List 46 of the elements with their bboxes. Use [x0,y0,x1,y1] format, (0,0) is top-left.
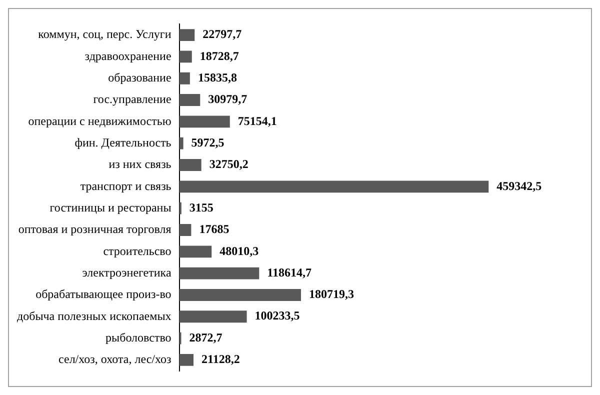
y-tick-label: коммун, соц, перс. Услуги [38,27,172,42]
bar [179,289,301,301]
data-label: 5972,5 [191,135,224,150]
data-label: 17685 [199,222,230,236]
data-label: 75154,1 [238,114,277,128]
bar [179,354,194,366]
y-tick-label: операции с недвижимостью [28,114,172,128]
y-tick-label: сел/хоз, охота, лес/хоз [58,352,172,366]
bar [179,180,489,193]
bar [179,310,247,323]
data-label: 180719,3 [308,287,354,302]
y-tick-label: образование [108,70,172,85]
y-tick-label: здравоохранение [84,48,172,63]
y-tick-label: строительсво [103,244,172,258]
bar [179,50,192,63]
bar [179,29,195,41]
y-tick-label: электроэнегетика [82,265,172,280]
bar [179,159,202,171]
bar [179,267,260,280]
y-tick-label: из них связь [108,157,172,172]
data-label: 15835,8 [198,70,237,84]
data-label: 48010,3 [220,244,259,258]
data-label: 18728,7 [200,48,239,63]
data-label: 2872,7 [189,330,222,344]
bar [179,72,190,84]
data-label: 118614,7 [267,265,312,280]
bar [179,116,230,128]
y-tick-label: гостиницы и рестораны [50,200,172,214]
y-tick-label: гос.управление [93,92,172,106]
bar [179,246,212,258]
data-label: 21128,2 [202,352,240,366]
y-tick-label: оптовая и розничная торговля [18,222,172,236]
data-label: 22797,7 [202,27,242,42]
data-label: 32750,2 [209,157,248,172]
bar [179,224,192,236]
data-label: 3155 [189,200,214,214]
y-tick-label: добыча полезных ископаемых [16,308,172,323]
y-tick-label: рыболовство [106,330,172,344]
y-tick-label: фин. Деятельность [74,136,172,150]
data-label: 100233,5 [254,308,300,323]
data-label: 459342,5 [496,178,542,193]
y-tick-label: обрабатывающее произ-во [36,287,172,302]
bar [179,137,184,150]
y-tick-label: транспорт и связь [80,178,172,193]
bar [179,94,200,106]
data-label: 30979,7 [208,92,248,106]
